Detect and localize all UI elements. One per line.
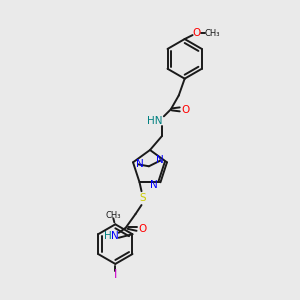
Text: HN: HN <box>147 116 163 126</box>
Text: N: N <box>111 231 118 241</box>
Text: N: N <box>136 159 144 169</box>
Text: S: S <box>139 193 146 203</box>
Text: H: H <box>104 231 112 241</box>
Text: N: N <box>150 180 158 190</box>
Text: O: O <box>138 224 147 234</box>
Text: CH₃: CH₃ <box>106 211 121 220</box>
Text: O: O <box>182 105 190 116</box>
Text: CH₃: CH₃ <box>205 28 220 38</box>
Text: O: O <box>192 28 201 38</box>
Text: N: N <box>156 155 164 165</box>
Text: I: I <box>114 268 117 281</box>
